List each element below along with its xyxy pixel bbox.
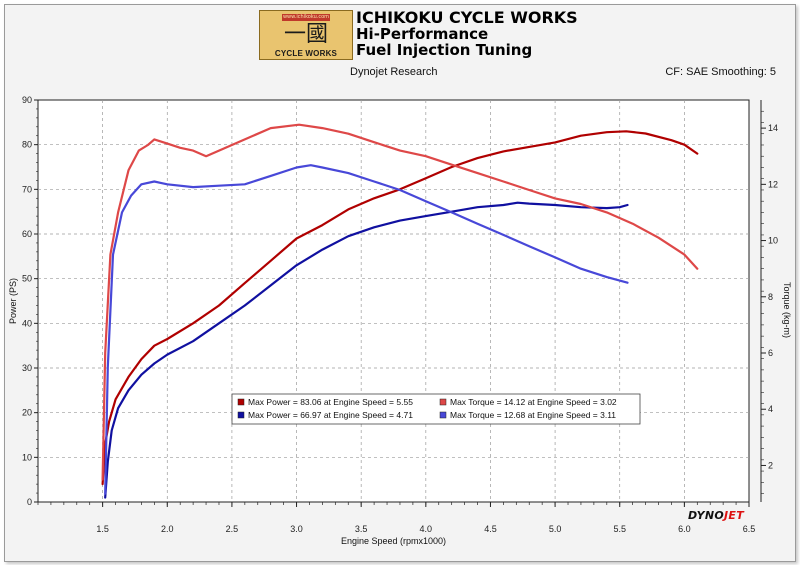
legend-swatch bbox=[439, 411, 447, 419]
tagline-line-1: Hi-Performance bbox=[356, 25, 489, 43]
x-tick-label: 4.0 bbox=[420, 524, 433, 534]
y-tick-label: 50 bbox=[22, 274, 32, 284]
x-axis-title: Engine Speed (rpmx1000) bbox=[341, 536, 446, 546]
y-tick-label: 70 bbox=[22, 184, 32, 194]
tagline-line-2: Fuel Injection Tuning bbox=[356, 41, 533, 59]
logo-url-tag: www.ichikoku.com bbox=[282, 14, 330, 21]
y-tick-label: 0 bbox=[27, 497, 32, 507]
legend-entry: Max Power = 83.06 at Engine Speed = 5.55 bbox=[248, 397, 413, 407]
legend-box bbox=[231, 393, 641, 425]
company-title: ICHIKOKU CYCLE WORKS bbox=[356, 8, 578, 27]
x-tick-label: 4.5 bbox=[484, 524, 497, 534]
y2-tick-label: 12 bbox=[768, 179, 778, 189]
chart-subtitle: Dynojet Research bbox=[350, 66, 438, 78]
y-tick-label: 40 bbox=[22, 318, 32, 328]
y-tick-label: 20 bbox=[22, 408, 32, 418]
series-line-1 bbox=[101, 130, 699, 486]
plot-area bbox=[37, 99, 750, 503]
y2-tick-label: 14 bbox=[768, 123, 778, 133]
x-tick-label: 2.5 bbox=[226, 524, 239, 534]
y2-tick-label: 6 bbox=[768, 348, 773, 358]
x-tick-label: 1.5 bbox=[96, 524, 109, 534]
logo-kanji: 一國 bbox=[283, 22, 328, 47]
y2-tick-label: 4 bbox=[768, 404, 773, 414]
y-axis-title: Power (PS) bbox=[8, 278, 18, 324]
logo-cycle-works-text: CYCLE WORKS bbox=[274, 49, 338, 58]
legend-swatch bbox=[439, 398, 447, 406]
correction-factor-info: CF: SAE Smoothing: 5 bbox=[665, 66, 776, 78]
x-tick-label: 6.5 bbox=[743, 524, 756, 534]
brand-part-jet: JET bbox=[724, 509, 745, 522]
y2-tick-label: 10 bbox=[768, 236, 778, 246]
y2-axis-title: Torque (kg-m) bbox=[782, 282, 792, 338]
y-tick-label: 60 bbox=[22, 229, 32, 239]
y2-tick-label: 2 bbox=[768, 460, 773, 470]
y-tick-label: 10 bbox=[22, 452, 32, 462]
series-line-2 bbox=[104, 201, 629, 499]
brand-part-dyno: DYNO bbox=[688, 509, 724, 522]
x-tick-label: 2.0 bbox=[161, 524, 174, 534]
x-tick-label: 5.5 bbox=[613, 524, 626, 534]
series-lines bbox=[101, 123, 699, 499]
x-tick-label: 5.0 bbox=[549, 524, 562, 534]
legend-entry: Max Torque = 14.12 at Engine Speed = 3.0… bbox=[450, 397, 617, 407]
x-tick-label: 6.0 bbox=[678, 524, 691, 534]
x-tick-label: 3.5 bbox=[355, 524, 368, 534]
y-tick-label: 30 bbox=[22, 363, 32, 373]
legend: Max Power = 83.06 at Engine Speed = 5.55… bbox=[231, 393, 641, 425]
legend-swatch bbox=[237, 411, 245, 419]
legend-entry: Max Torque = 12.68 at Engine Speed = 3.1… bbox=[450, 410, 616, 420]
x-tick-label: 3.0 bbox=[290, 524, 303, 534]
series-line-4 bbox=[104, 164, 629, 495]
y2-tick-label: 8 bbox=[768, 292, 773, 302]
legend-entry: Max Power = 66.97 at Engine Speed = 4.71 bbox=[248, 410, 413, 420]
ichikoku-logo: www.ichikoku.com 一國 CYCLE WORKS bbox=[259, 10, 353, 60]
series-line-3 bbox=[101, 123, 699, 481]
dynojet-brand-logo: DYNOJET bbox=[688, 509, 744, 522]
y-tick-label: 80 bbox=[22, 140, 32, 150]
y-tick-label: 90 bbox=[22, 95, 32, 105]
axes: 1.5 2.0 2.5 3.0 3.5 4.0 4.5 5.0 5.5 6.0 6.5 0 10 20 30… bbox=[22, 95, 778, 534]
legend-swatch bbox=[237, 398, 245, 406]
